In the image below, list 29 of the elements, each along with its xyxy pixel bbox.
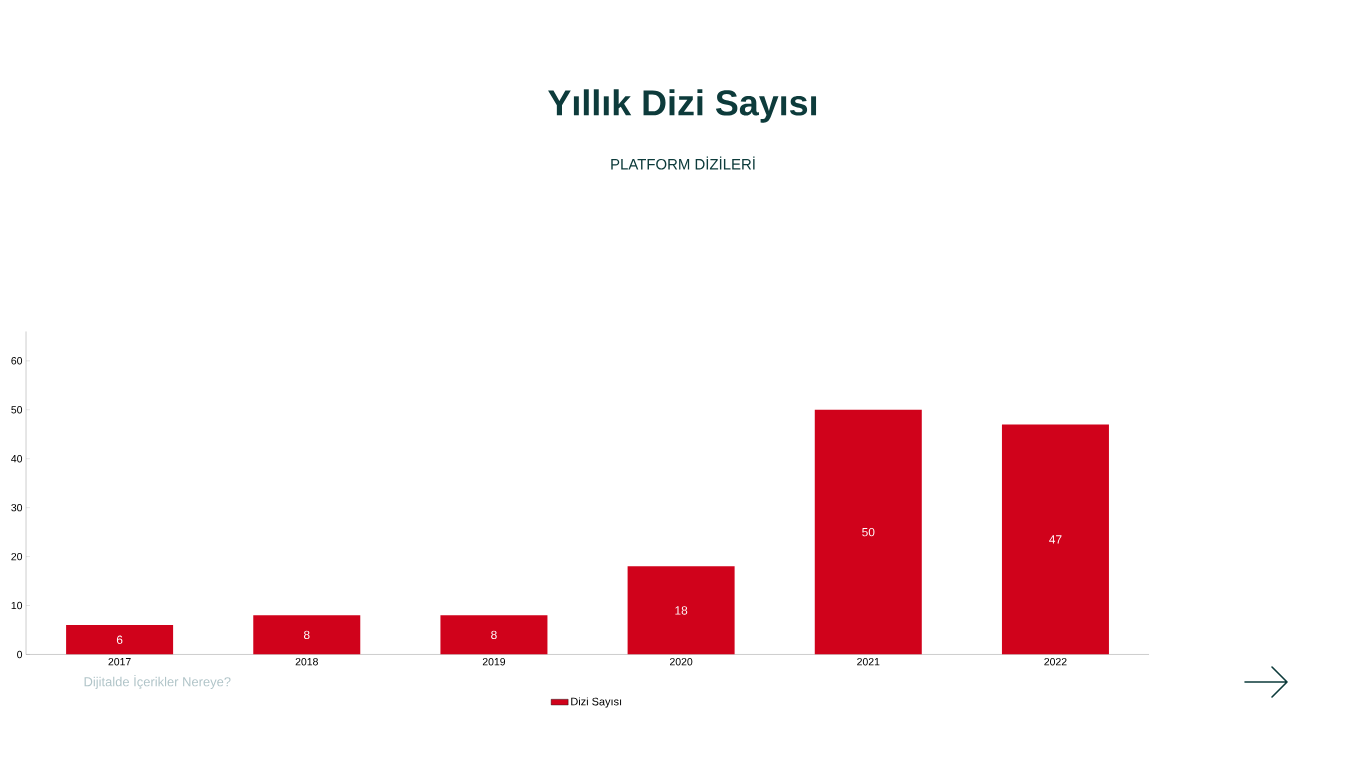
bar <box>253 615 361 655</box>
legend-label: Dizi Sayısı <box>571 697 622 708</box>
y-tick-label: 10 <box>11 601 23 610</box>
data-label: 50 <box>862 527 875 537</box>
bar <box>1001 424 1109 655</box>
chart-title: Yıllık Dizi Sayısı <box>548 89 817 123</box>
data-label: 8 <box>303 630 310 640</box>
x-tick-label: 2022 <box>1044 657 1067 666</box>
y-tick-label: 20 <box>11 552 23 561</box>
x-tick-label: 2018 <box>295 657 318 666</box>
bar <box>66 625 174 655</box>
y-tick-label: 40 <box>11 455 23 463</box>
y-tick-label: 0 <box>17 650 23 659</box>
bar <box>814 409 922 655</box>
data-label: 8 <box>491 630 497 640</box>
bar <box>627 566 735 655</box>
x-tick-label: 2021 <box>857 657 880 666</box>
chart-subtitle: PLATFORM DİZİLERİ <box>611 156 755 170</box>
y-tick-label: 50 <box>11 406 23 414</box>
y-tick-label: 60 <box>11 357 23 365</box>
bar <box>440 615 548 655</box>
data-label: 47 <box>1049 535 1062 544</box>
text: Dijitalde İçerikler Nereye? <box>84 674 231 689</box>
x-tick-label: 2019 <box>482 657 506 666</box>
y-tick-label: 30 <box>11 503 23 512</box>
x-tick-label: 2020 <box>670 657 693 666</box>
data-label: 18 <box>675 606 688 615</box>
x-tick-label: 2017 <box>108 657 131 666</box>
data-label: 6 <box>116 635 123 644</box>
